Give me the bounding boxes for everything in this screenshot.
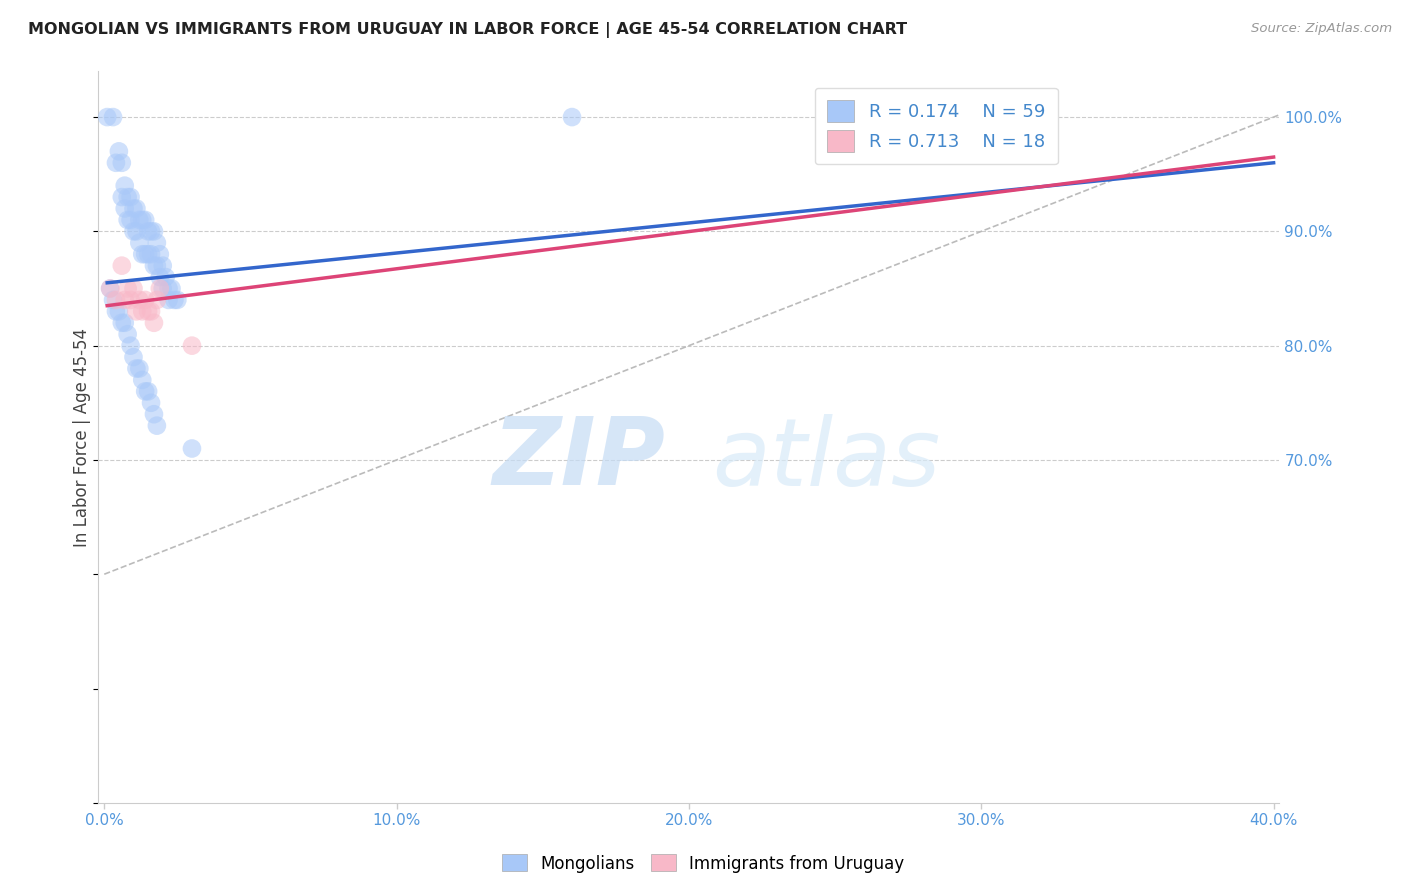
Text: Source: ZipAtlas.com: Source: ZipAtlas.com [1251,22,1392,36]
Point [125,224,148,238]
Point [146,235,169,250]
Text: atlas: atlas [713,414,941,505]
Point [101,293,124,307]
Point [114,178,136,193]
Point [122,281,145,295]
Point [139,247,162,261]
Point [108,304,131,318]
Point [181,442,204,456]
Point [149,281,172,295]
Point [98,281,121,295]
Point [120,293,142,307]
Point [117,281,139,295]
Point [131,247,153,261]
Point [131,373,153,387]
Point [117,327,139,342]
Point [181,338,204,352]
Point [96,110,118,124]
Legend: R = 0.174    N = 59, R = 0.713    N = 18: R = 0.174 N = 59, R = 0.713 N = 18 [814,87,1057,164]
Point [128,361,150,376]
Point [155,270,177,285]
Y-axis label: In Labor Force | Age 45-54: In Labor Force | Age 45-54 [73,327,91,547]
Point [146,293,169,307]
Point [143,259,166,273]
Point [143,224,166,238]
Point [120,338,142,352]
Point [125,361,148,376]
Point [122,224,145,238]
Point [117,190,139,204]
Point [136,384,159,399]
Point [166,293,188,307]
Point [160,281,183,295]
Point [149,270,172,285]
Point [134,293,156,307]
Point [139,224,162,238]
Point [128,293,150,307]
Point [163,293,186,307]
Point [143,407,166,421]
Point [139,396,162,410]
Point [149,247,172,261]
Point [128,213,150,227]
Point [104,293,127,307]
Point [136,247,159,261]
Point [117,213,139,227]
Point [111,190,134,204]
Point [146,418,169,433]
Point [101,110,124,124]
Text: ZIP: ZIP [492,413,665,505]
Point [114,316,136,330]
Point [114,293,136,307]
Point [120,213,142,227]
Point [122,350,145,364]
Point [139,304,162,318]
Point [114,202,136,216]
Point [128,235,150,250]
Point [120,190,142,204]
Point [146,259,169,273]
Point [941,110,963,124]
Point [134,247,156,261]
Point [136,224,159,238]
Point [157,281,180,295]
Point [561,110,583,124]
Point [104,304,127,318]
Point [111,259,134,273]
Point [143,316,166,330]
Point [157,293,180,307]
Point [111,316,134,330]
Point [152,259,174,273]
Point [125,202,148,216]
Point [134,384,156,399]
Point [134,213,156,227]
Point [122,202,145,216]
Point [125,304,148,318]
Point [136,304,159,318]
Point [104,156,127,170]
Point [98,281,121,295]
Point [152,281,174,295]
Point [111,156,134,170]
Point [131,213,153,227]
Point [108,145,131,159]
Point [131,304,153,318]
Legend: Mongolians, Immigrants from Uruguay: Mongolians, Immigrants from Uruguay [495,847,911,880]
Text: MONGOLIAN VS IMMIGRANTS FROM URUGUAY IN LABOR FORCE | AGE 45-54 CORRELATION CHAR: MONGOLIAN VS IMMIGRANTS FROM URUGUAY IN … [28,22,907,38]
